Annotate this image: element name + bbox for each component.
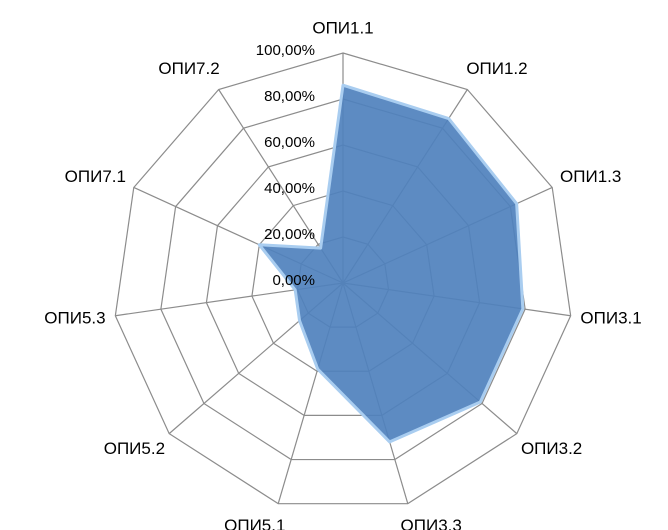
category-label: ОПИ1.2 <box>466 59 527 78</box>
category-label: ОПИ1.1 <box>312 18 373 37</box>
tick-label: 0,00% <box>272 272 315 289</box>
category-label: ОПИ5.1 <box>224 516 285 530</box>
category-label: ОПИ3.2 <box>521 439 582 458</box>
category-label: ОПИ7.2 <box>158 59 219 78</box>
category-label: ОПИ5.3 <box>44 309 105 328</box>
tick-label: 40,00% <box>264 180 315 197</box>
category-label: ОПИ3.3 <box>401 516 462 530</box>
data-area <box>257 83 525 444</box>
tick-label: 100,00% <box>256 42 315 59</box>
tick-label: 60,00% <box>264 134 315 151</box>
category-label: ОПИ5.2 <box>104 439 165 458</box>
category-label: ОПИ3.1 <box>580 309 641 328</box>
category-label: ОПИ7.1 <box>65 167 126 186</box>
grid-ring <box>114 52 572 505</box>
category-label: ОПИ1.3 <box>560 167 621 186</box>
tick-label: 20,00% <box>264 226 315 243</box>
tick-label: 80,00% <box>264 88 315 105</box>
